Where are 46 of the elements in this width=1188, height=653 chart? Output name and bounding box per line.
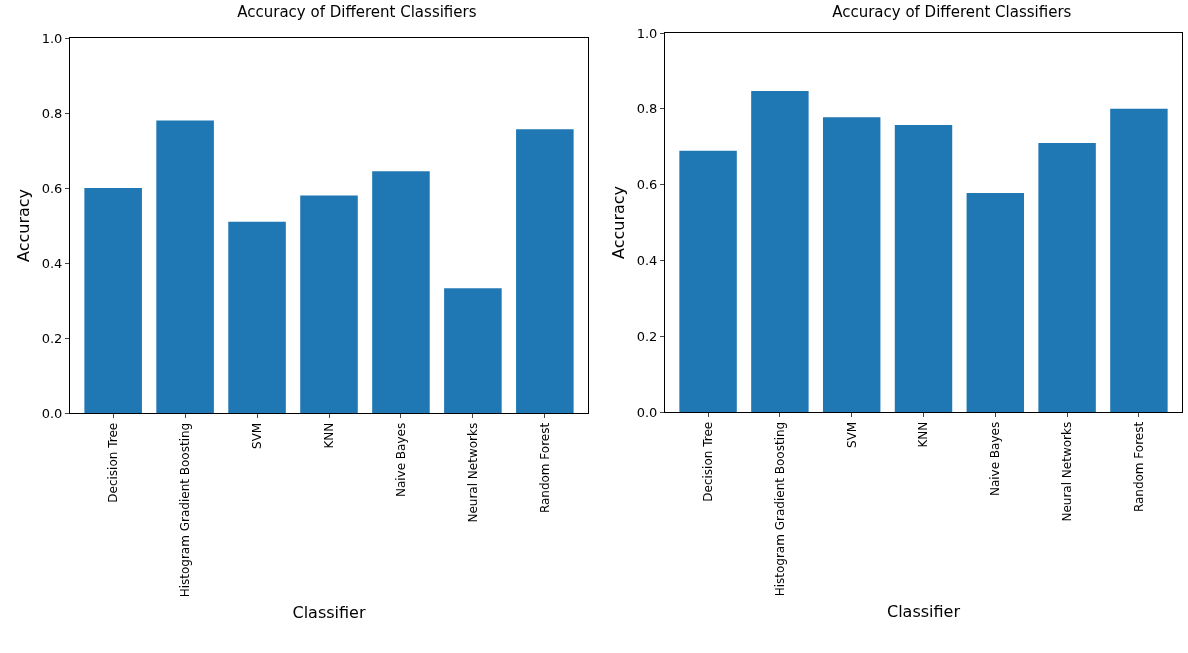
x-tick-label: Decision Tree [700, 421, 715, 502]
x-axis-title: Classifier [292, 603, 366, 623]
x-tick-label: Decision Tree [106, 422, 121, 503]
bar [444, 288, 502, 413]
x-tick-label: KNN [916, 421, 931, 448]
x-tick-label: KNN [321, 422, 336, 449]
y-tick-label: 0.0 [636, 404, 658, 420]
chart-title: Accuracy of Different Classifiers [237, 2, 477, 21]
bar [966, 192, 1025, 412]
y-axis-title: Accuracy [608, 185, 628, 260]
x-tick-label: SVM [249, 422, 264, 449]
bar [300, 195, 358, 413]
y-tick-label: 0.0 [41, 405, 63, 421]
x-tick-label: Random Forest [1131, 421, 1146, 513]
y-axis-title: Accuracy [13, 188, 33, 263]
x-tick-label: Neural Networks [1060, 421, 1075, 522]
y-tick-label: 0.6 [41, 180, 63, 196]
chart-title: Accuracy of Different Classifiers [832, 2, 1072, 21]
x-tick-label: Naive Bayes [988, 421, 1003, 497]
y-tick-label: 0.2 [636, 328, 658, 344]
bar [1110, 108, 1168, 412]
bar [1038, 142, 1096, 412]
bar [516, 129, 574, 413]
bar [751, 90, 809, 412]
y-tick-label: 0.4 [636, 252, 658, 268]
y-tick-label: 0.6 [636, 177, 658, 193]
bar [84, 188, 142, 413]
x-tick-label: Random Forest [537, 422, 552, 514]
x-tick-label: SVM [844, 421, 859, 448]
x-tick-label: Naive Bayes [393, 422, 408, 498]
y-tick-label: 0.8 [41, 105, 63, 121]
bar [679, 150, 737, 412]
bar [822, 117, 881, 412]
bar [372, 171, 430, 413]
bar [228, 221, 286, 413]
x-tick-label: Histogram Gradient Boosting [178, 422, 193, 598]
y-tick-label: 0.2 [41, 330, 63, 346]
y-tick-label: 0.8 [636, 101, 658, 117]
y-tick-label: 0.4 [41, 255, 63, 271]
y-tick-label: 1.0 [636, 25, 658, 41]
bar [156, 120, 214, 413]
x-tick-label: Histogram Gradient Boosting [772, 421, 787, 597]
bar [894, 125, 953, 412]
y-tick-label: 1.0 [41, 30, 63, 46]
x-tick-label: Neural Networks [465, 422, 480, 523]
x-axis-title: Classifier [886, 602, 961, 622]
